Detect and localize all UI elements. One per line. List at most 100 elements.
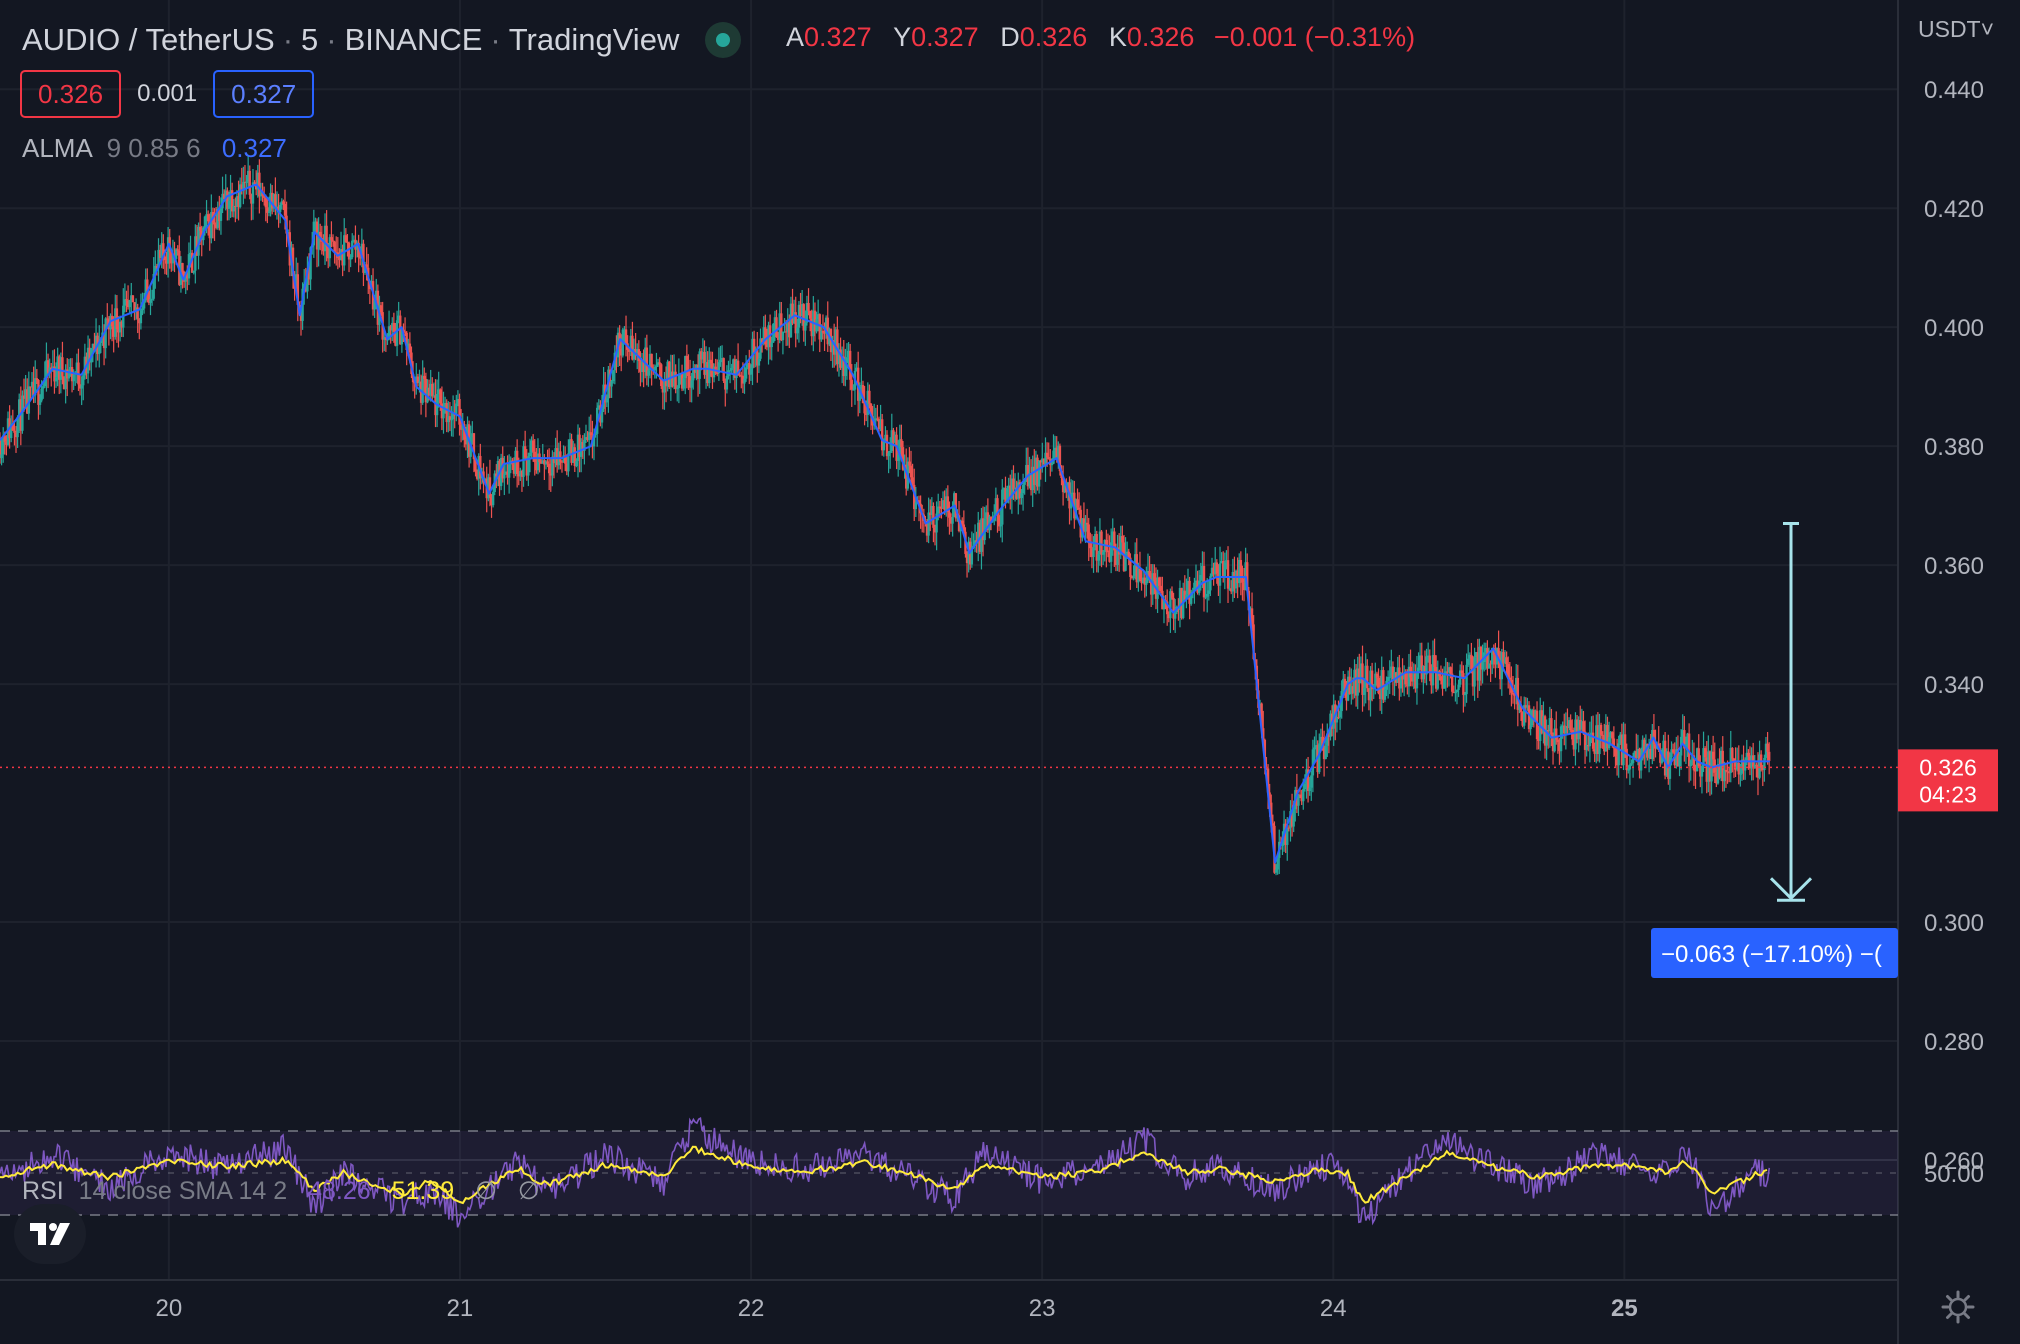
candle-body [253,182,256,184]
currency-selector[interactable]: USDT˅ [1918,16,1995,42]
candle-body [307,269,311,280]
candle-body [149,299,152,303]
candle-body [1393,672,1396,680]
candle-body [1681,730,1684,737]
candle-body [1558,742,1561,752]
candle-body [648,353,652,371]
candle-body [123,299,127,306]
candle-body [567,453,570,472]
candle-body [1660,756,1664,763]
tradingview-logo-icon[interactable] [14,1204,86,1264]
candle-body [1428,655,1431,673]
price-tick-label: 0.440 [1924,77,1984,104]
candle-body [333,241,336,253]
candle-body [1703,748,1707,758]
candle-body [1101,552,1105,555]
candle-body [733,359,737,379]
candle-body [1081,518,1084,538]
candle-body [1436,671,1439,689]
candle-body [384,337,388,341]
symbol-pair[interactable]: AUDIO / TetherUS [22,22,275,57]
candle-body [1523,705,1526,726]
candle-body [1481,662,1484,670]
candle-body [1743,760,1747,771]
candle-body [456,399,460,404]
candle-body [1649,749,1652,760]
candle-body [1663,740,1667,776]
candle-body [684,356,687,379]
candle-body [238,184,242,207]
candle-body [1127,551,1130,558]
alma-name: ALMA [22,133,92,163]
candle-body [471,433,474,438]
rsi-pane [0,1117,1898,1228]
candle-body [1111,531,1114,543]
candle-body [1114,550,1118,565]
candle-body [83,356,87,376]
sell-price-button[interactable]: 0.326 [20,70,122,118]
price-axis[interactable]: 0.440 0.420 0.400 0.380 0.360 0.340 0.300 0.280… [1897,0,1984,1344]
measure-tool[interactable]: −0.063 (−17.10%) −( [1651,521,1898,978]
candle-body [946,496,950,513]
candle-body [826,317,829,345]
candle-body [647,370,650,376]
measure-label: −0.063 (−17.10%) −( [1661,941,1882,968]
candle-body [1442,675,1446,689]
candle-body [1646,743,1649,758]
alma-legend[interactable]: ALMA 9 0.85 6 0.327 [22,133,287,164]
ohlc-label-high: Y [893,22,912,52]
candle-body [104,318,107,349]
candle-body [392,322,396,332]
candle-body [693,368,697,373]
buy-price-button[interactable]: 0.327 [213,70,315,118]
candle-body [1222,561,1225,578]
candle-body [1415,671,1419,689]
candle-body [876,418,879,420]
candle-body [459,424,463,430]
market-open-icon[interactable] [705,22,742,58]
candle-body [419,381,423,403]
candle-body [1401,673,1404,680]
candle-body [1430,672,1433,686]
candle-body [1622,734,1625,766]
candle-body [1223,562,1227,578]
candle-body [744,367,748,379]
candle-body [1289,811,1292,828]
candle-body [1694,770,1697,772]
alma-value: 0.327 [221,133,287,163]
candle-body [730,367,733,371]
candle-body [397,315,400,321]
settings-gear-icon[interactable] [1941,1290,1975,1324]
candle-body [1276,857,1279,870]
candle-body [133,302,136,312]
rsi-legend[interactable]: RSI 14 close SMA 14 2 48.26 51.39 ∅ ∅ [22,1176,540,1206]
candle-body [1566,726,1569,728]
candle-body [434,395,437,416]
symbol-header[interactable]: AUDIO / TetherUS · 5 · BINANCE · Trading… [22,18,742,62]
candle-body [1141,577,1145,584]
candle-body [1716,764,1720,784]
candle-body [800,304,804,317]
candle-body [1058,445,1062,472]
candle-body [210,211,213,239]
candle-body [882,441,885,451]
candle-body [464,439,468,445]
candle-body [892,430,895,443]
candle-body [338,257,341,260]
candle-body [266,207,269,213]
candle-body [62,376,66,390]
candle-body [1689,760,1692,767]
candle-body [1335,716,1339,723]
time-axis[interactable]: 20 21 22 23 24 25 [0,1279,1898,1322]
symbol-interval[interactable]: 5 [301,22,319,57]
candle-body [1310,775,1313,788]
candle-body [190,252,194,273]
candle-body [989,516,993,522]
candle-body [373,300,376,310]
candle-body [669,371,673,388]
candle-body [53,366,56,382]
candle-body [1386,677,1390,681]
candle-body [314,221,317,223]
candle-body [1124,553,1127,571]
